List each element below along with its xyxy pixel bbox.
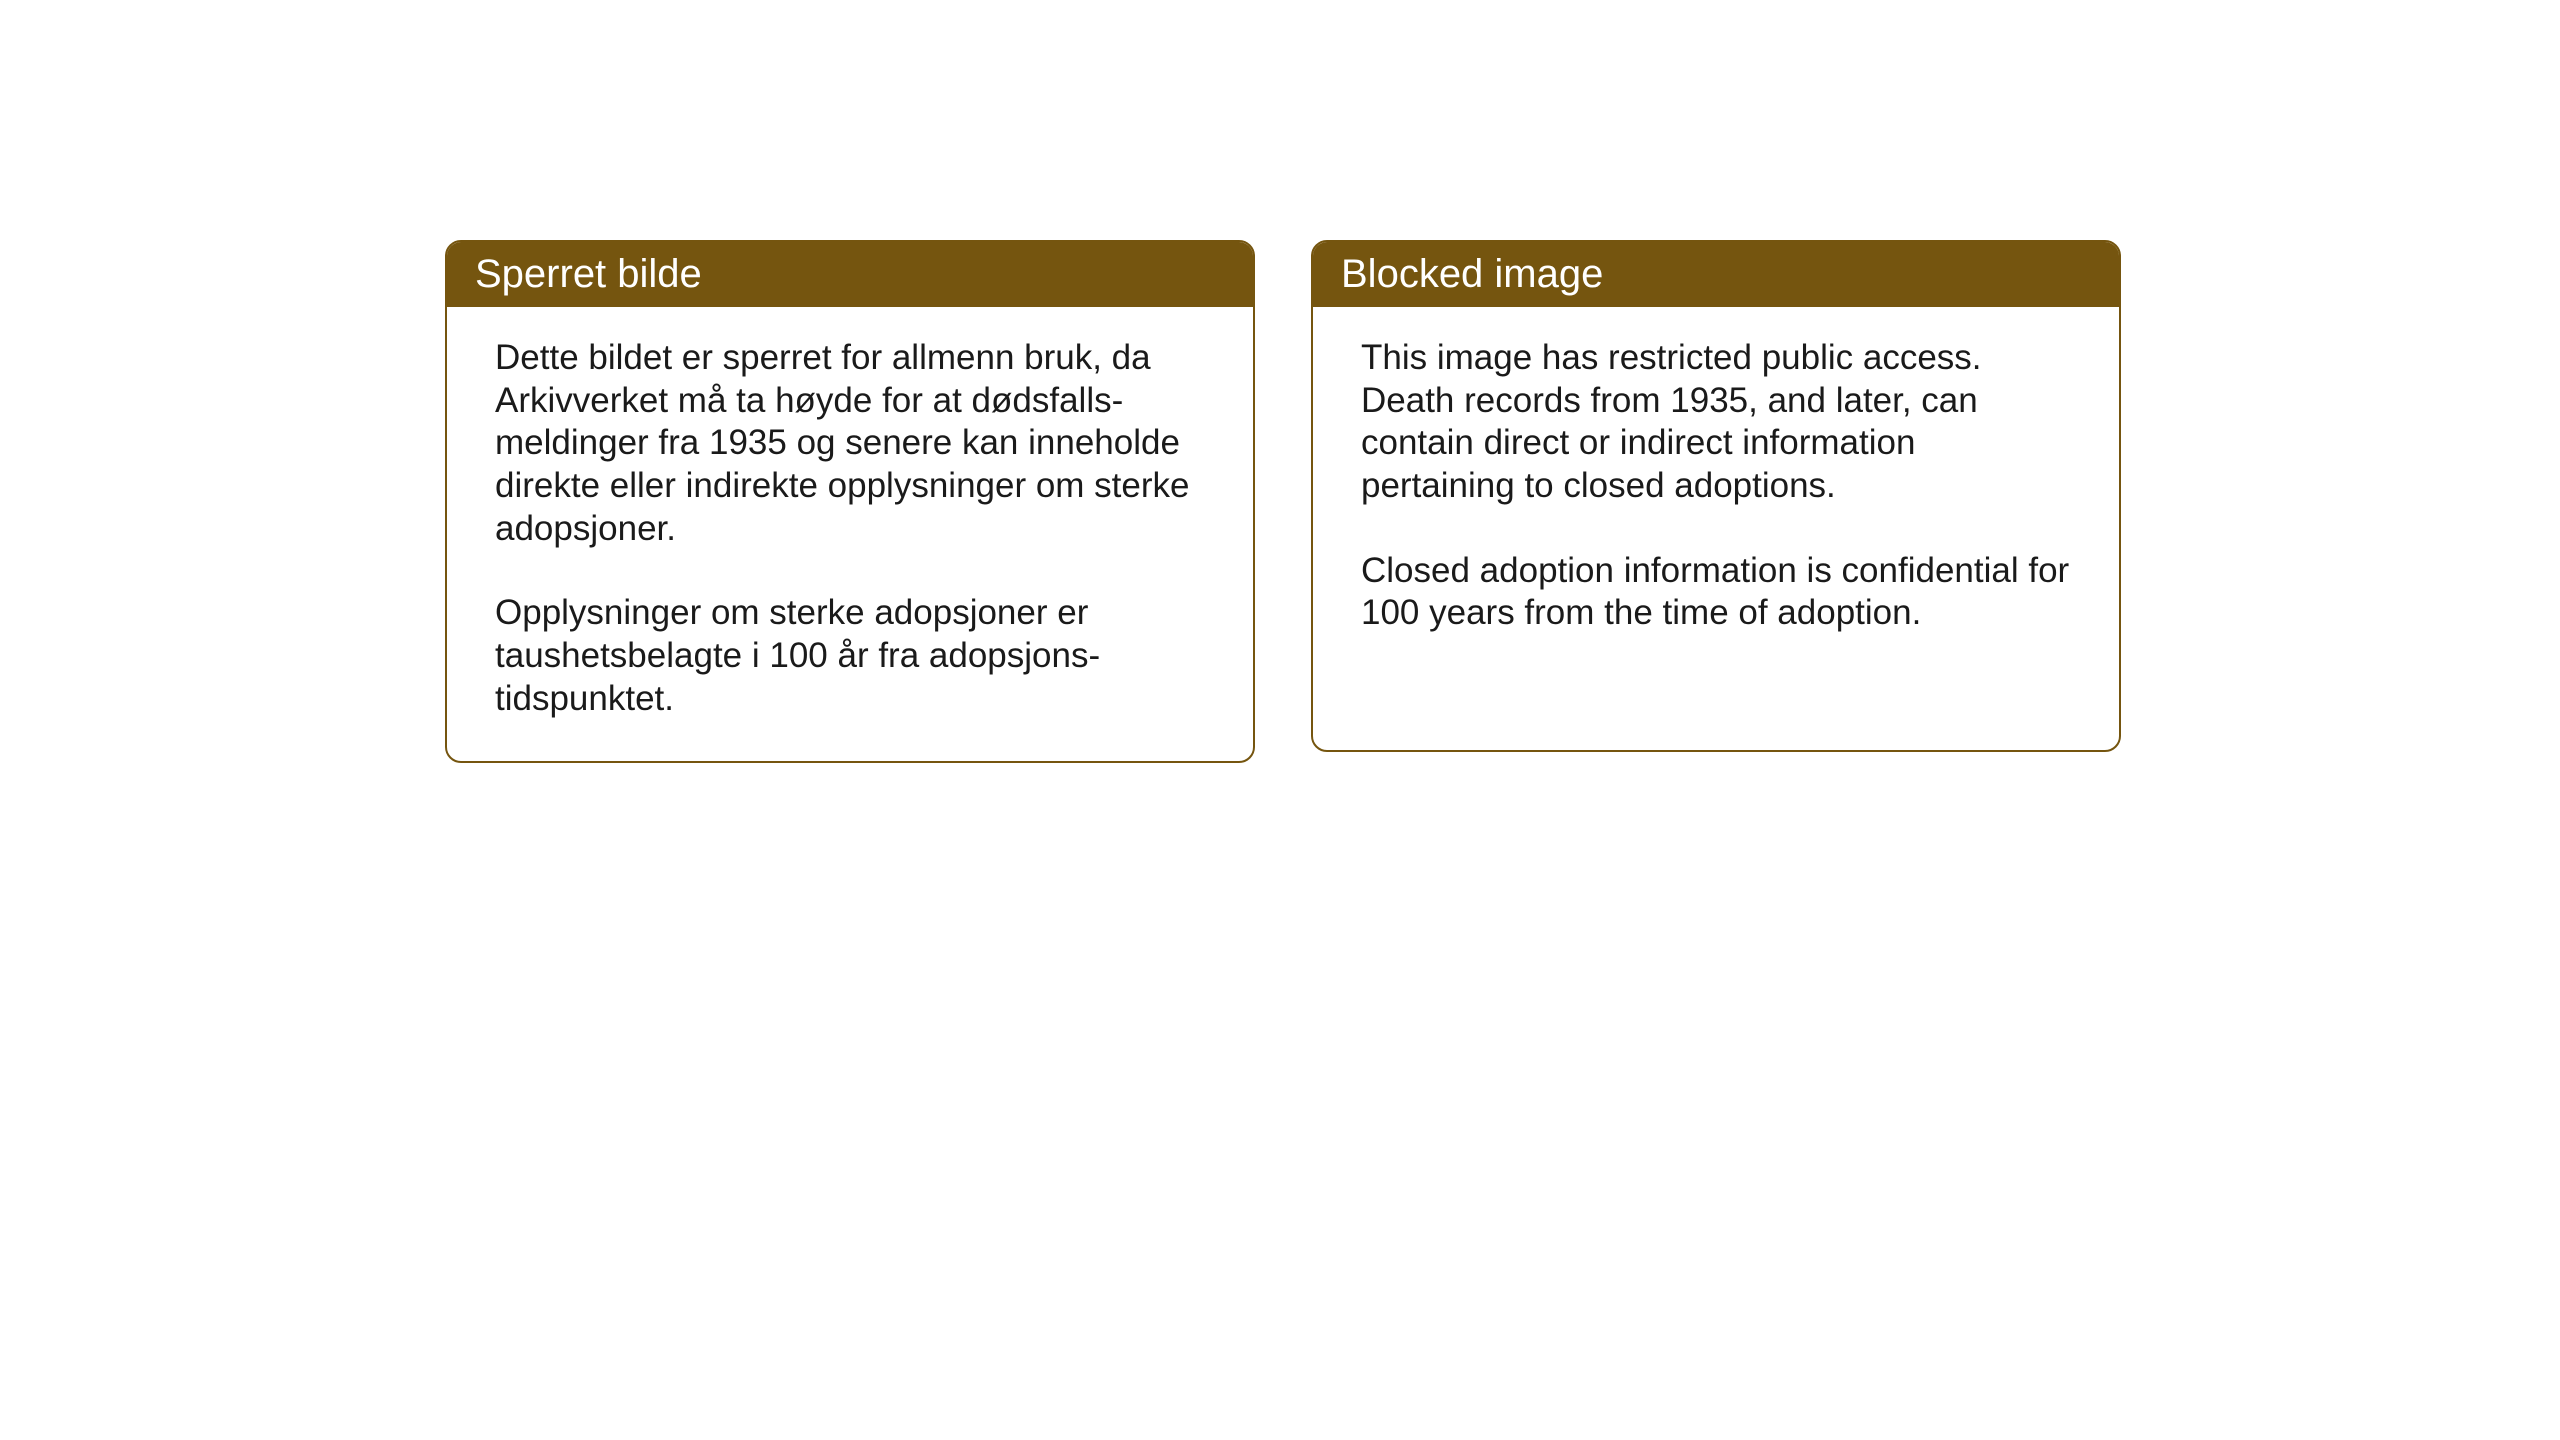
card-header-english: Blocked image: [1313, 242, 2119, 307]
card-body-english: This image has restricted public access.…: [1313, 307, 2119, 675]
card-title-norwegian: Sperret bilde: [475, 252, 702, 296]
card-body-norwegian: Dette bildet er sperret for allmenn bruk…: [447, 307, 1253, 761]
card-english: Blocked image This image has restricted …: [1311, 240, 2121, 752]
card-norwegian: Sperret bilde Dette bildet er sperret fo…: [445, 240, 1255, 763]
card-title-english: Blocked image: [1341, 252, 1603, 296]
card-header-norwegian: Sperret bilde: [447, 242, 1253, 307]
card-paragraph-1-english: This image has restricted public access.…: [1361, 337, 2071, 508]
card-paragraph-1-norwegian: Dette bildet er sperret for allmenn bruk…: [495, 337, 1205, 550]
card-paragraph-2-norwegian: Opplysninger om sterke adopsjoner er tau…: [495, 592, 1205, 720]
cards-container: Sperret bilde Dette bildet er sperret fo…: [445, 240, 2121, 763]
card-paragraph-2-english: Closed adoption information is confident…: [1361, 550, 2071, 635]
